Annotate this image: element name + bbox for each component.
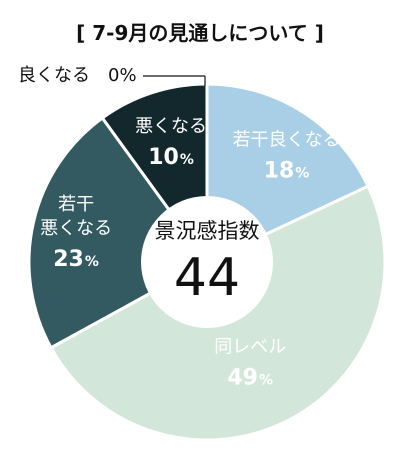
- zero-slice-external-label: 良くなる 0%: [18, 65, 137, 86]
- slice-label-line: 若干良くなる: [233, 130, 341, 151]
- slice-percent-unit: %: [180, 152, 194, 168]
- slice-percent-label: 10%: [148, 145, 194, 170]
- slice-percent-number: 18: [264, 159, 295, 184]
- slice-label: 同レベル 49%: [214, 336, 286, 390]
- donut-hole: [141, 196, 273, 328]
- slice-label-line: 同レベル: [214, 336, 286, 357]
- slice-percent-unit: %: [295, 166, 309, 182]
- slice-percent-unit: %: [85, 254, 99, 270]
- slice-label-line: 悪くなる: [40, 218, 112, 239]
- slice-percent-label: 23%: [53, 247, 99, 272]
- slice-label-line: 悪くなる: [135, 116, 207, 137]
- slice-label: 若干良くなる 18%: [233, 130, 341, 184]
- slice-percent-number: 49: [227, 365, 258, 390]
- chart-title: [ 7-9月の見通しについて ]: [76, 21, 324, 45]
- center-value: 44: [174, 248, 240, 308]
- slice-label: 悪くなる 10%: [135, 116, 207, 170]
- slice-percent-label: 49%: [227, 365, 273, 390]
- center-title: 景況感指数: [155, 219, 260, 243]
- slice-percent-unit: %: [259, 372, 273, 388]
- slice-percent-number: 23: [53, 247, 84, 272]
- pie-slice: [27, 115, 210, 350]
- slice-percent-label: 18%: [264, 159, 310, 184]
- slice-label-line: 若干: [58, 194, 94, 215]
- slice-percent-number: 10: [148, 145, 179, 170]
